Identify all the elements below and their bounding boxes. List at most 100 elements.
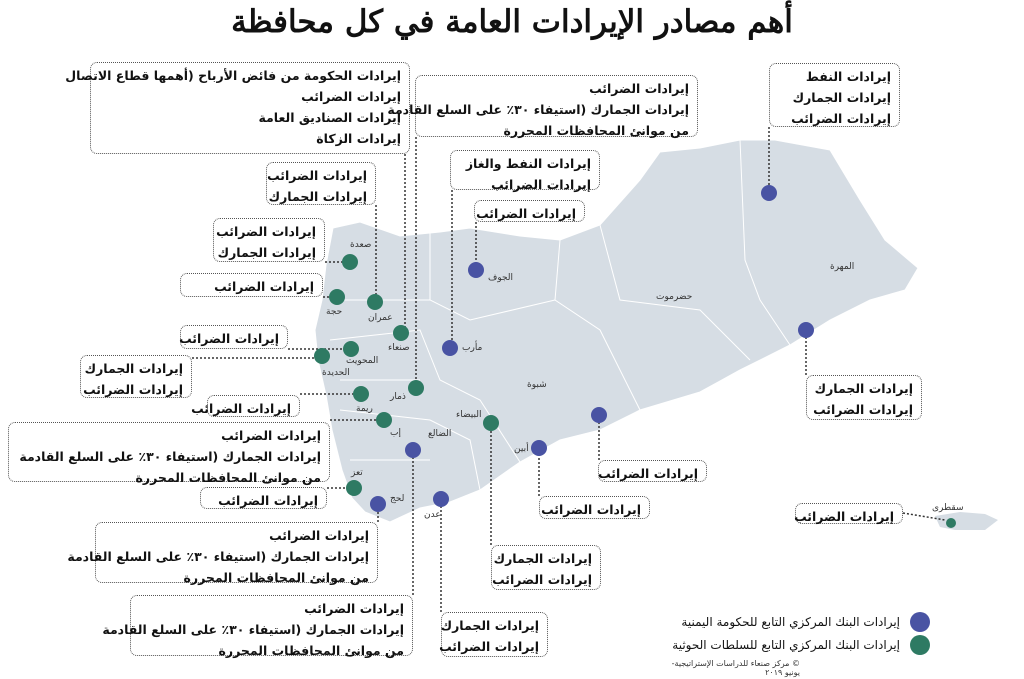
government-bank-dot (531, 440, 547, 456)
revenue-line: إيرادات الضرائب (267, 168, 367, 183)
revenue-line: إيرادات الجمارك (268, 189, 367, 204)
legend-label: إيرادات البنك المركزي التابع للسلطات الح… (672, 638, 900, 652)
government-bank-dot (370, 496, 386, 512)
revenue-line: إيرادات الجمارك (84, 361, 183, 376)
government-bank-dot (442, 340, 458, 356)
revenue-line: إيرادات الضرائب (221, 428, 321, 443)
revenue-box: إيرادات الجمارك إيرادات الضرائب (80, 355, 192, 398)
legend-label: إيرادات البنك المركزي التابع للحكومة الي… (681, 615, 900, 629)
revenue-box: إيرادات النفط إيرادات الجمارك إيرادات الضر… (769, 63, 900, 127)
governorate-label: صنعاء (388, 343, 410, 353)
revenue-line: إيرادات الحكومة من فائض الأرباح (أهمها ق… (65, 68, 401, 83)
houthi-bank-dot (314, 348, 330, 364)
houthi-bank-dot (346, 480, 362, 496)
revenue-line: إيرادات الضرائب (216, 224, 316, 239)
revenue-box: إيرادات الضرائب إيرادات الجمارك (استيفاء … (8, 422, 330, 485)
governorate-label: المهرة (830, 262, 855, 272)
revenue-box: إيرادات الضرائب (200, 487, 327, 509)
legend-government: إيرادات البنك المركزي التابع للحكومة الي… (660, 612, 930, 632)
revenue-box: إيرادات النفط والغاز إيرادات الضرائب (450, 150, 600, 192)
governorate-label: شبوة (527, 380, 547, 390)
houthi-bank-dot (342, 254, 358, 270)
houthi-bank-dot (376, 412, 392, 428)
page-title: أهم مصادر الإيرادات العامة في كل محافظة (231, 4, 793, 40)
houthi-bank-dot (393, 325, 409, 341)
revenue-line: إيرادات الجمارك (493, 551, 592, 566)
leader-line (902, 512, 946, 521)
revenue-box: إيرادات الحكومة من فائض الأرباح (أهمها ق… (65, 62, 410, 154)
blue-dot-icon (910, 612, 930, 632)
governorate-label: لحج (390, 494, 405, 504)
legend-houthi: إيرادات البنك المركزي التابع للسلطات الح… (660, 635, 930, 655)
revenue-line: إيرادات الجمارك (217, 245, 316, 260)
revenue-line: إيرادات الجمارك (792, 90, 891, 105)
revenue-line: إيرادات الضرائب (191, 401, 291, 416)
revenue-line: من موانئ المحافظات المحررة (135, 470, 321, 485)
governorate-label: الضالع (428, 429, 452, 439)
revenue-line: إيرادات الضرائب (439, 639, 539, 654)
revenue-line: إيرادات الضرائب (791, 111, 891, 126)
governorate-label: حضرموت (656, 292, 693, 302)
governorate-label: سقطرى (932, 503, 964, 513)
revenue-line: إيرادات الضرائب (491, 177, 591, 192)
socotra-shape (935, 512, 998, 530)
governorate-label: عمران (368, 313, 393, 323)
houthi-bank-dot (353, 386, 369, 402)
revenue-line: إيرادات الجمارك (استيفاء ٣٠٪ على السلع ا… (102, 622, 404, 637)
revenue-line: إيرادات الضرائب (541, 502, 641, 517)
revenue-line: إيرادات الضرائب (269, 528, 369, 543)
revenue-line: إيرادات الضرائب (589, 81, 689, 96)
revenue-box: إيرادات الضرائب (180, 273, 323, 297)
governorate-label: ذمار (390, 392, 406, 402)
government-bank-dot (468, 262, 484, 278)
revenue-box: إيرادات الضرائب (179, 325, 288, 349)
revenue-box: إيرادات الضرائب إيرادات الجمارك (استيفاء … (387, 75, 698, 138)
revenue-box: إيرادات الضرائب إيرادات الجمارك (213, 218, 325, 262)
governorate-label: صعدة (350, 240, 372, 250)
governorate-label: حجة (326, 307, 343, 317)
revenue-line: إيرادات الضرائب (301, 89, 401, 104)
revenue-box: إيرادات الضرائب إيرادات الجمارك (266, 162, 376, 205)
revenue-box: إيرادات الضرائب (191, 395, 300, 417)
revenue-box: إيرادات الجمارك إيرادات الضرائب (439, 612, 548, 657)
governorate-label: البيضاء (456, 410, 482, 420)
revenue-box: إيرادات الضرائب إيرادات الجمارك (استيفاء … (67, 522, 378, 585)
revenue-line: إيرادات الضرائب (794, 509, 894, 524)
houthi-bank-dot (946, 518, 956, 528)
governorate-label: عدن (424, 510, 441, 520)
houthi-bank-dot (483, 415, 499, 431)
revenue-line: من موانئ المحافظات المحررة (503, 123, 689, 138)
revenue-line: إيرادات الضرائب (83, 382, 183, 397)
revenue-line: إيرادات الجمارك (استيفاء ٣٠٪ على السلع ا… (387, 102, 689, 117)
government-bank-dot (761, 185, 777, 201)
revenue-line: إيرادات الضرائب (218, 493, 318, 508)
revenue-line: إيرادات الضرائب (304, 601, 404, 616)
revenue-box: إيرادات الضرائب إيرادات الجمارك (استيفاء … (102, 595, 413, 658)
houthi-bank-dot (367, 294, 383, 310)
governorate-label: ريمة (356, 404, 373, 414)
revenue-box: إيرادات الضرائب (474, 200, 585, 222)
revenue-line: إيرادات النفط (805, 69, 891, 84)
governorate-label: أبين (514, 444, 529, 454)
houthi-bank-dot (329, 289, 345, 305)
revenue-line: إيرادات الضرائب (492, 572, 592, 587)
revenue-line: إيرادات النفط والغاز (465, 156, 591, 171)
revenue-box: إيرادات الضرائب (794, 503, 903, 524)
revenue-box: إيرادات الضرائب (598, 460, 707, 482)
governorate-label: إب (390, 428, 401, 438)
revenue-line: إيرادات الصناديق العامة (258, 110, 401, 125)
government-bank-dot (433, 491, 449, 507)
governorate-label: المحويت (346, 356, 379, 366)
government-bank-dot (798, 322, 814, 338)
revenue-line: إيرادات الجمارك (استيفاء ٣٠٪ على السلع ا… (19, 449, 321, 464)
governorate-label: تعز (351, 468, 363, 478)
revenue-line: إيرادات الضرائب (179, 331, 279, 346)
revenue-line: إيرادات الضرائب (813, 402, 913, 417)
green-dot-icon (910, 635, 930, 655)
governorate-label: الجوف (488, 273, 514, 283)
revenue-line: إيرادات الزكاة (316, 131, 401, 146)
revenue-box: إيرادات الضرائب (539, 496, 650, 519)
governorate-label: مأرب (462, 343, 483, 353)
